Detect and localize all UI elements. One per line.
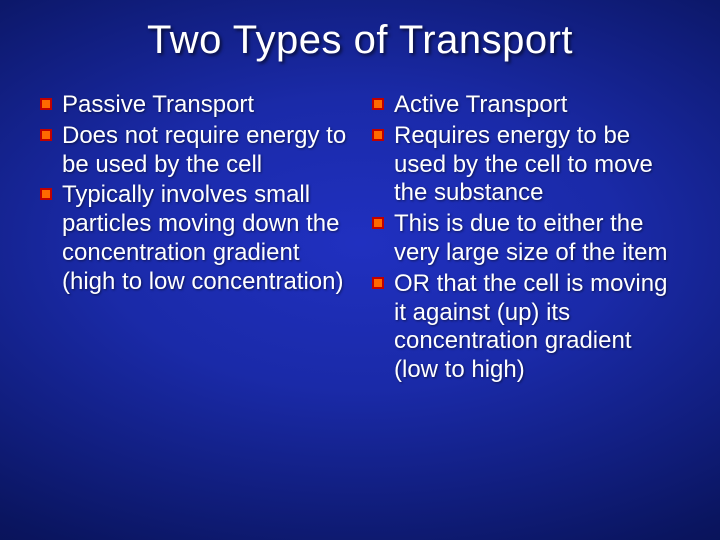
list-item-text: This is due to either the very large siz… bbox=[394, 210, 667, 266]
list-item: Typically involves small particles movin… bbox=[40, 181, 348, 296]
list-item-text: Active Transport bbox=[394, 91, 567, 118]
bullet-icon bbox=[372, 98, 384, 110]
column-right: Active Transport Requires energy to be u… bbox=[372, 91, 680, 510]
list-item-text: Typically involves small particles movin… bbox=[62, 181, 343, 294]
bullet-icon bbox=[40, 98, 52, 110]
list-item-text: Passive Transport bbox=[62, 91, 254, 118]
columns-container: Passive Transport Does not require energ… bbox=[40, 91, 680, 510]
list-item-text: OR that the cell is moving it against (u… bbox=[394, 270, 667, 383]
bullet-icon bbox=[40, 188, 52, 200]
list-item: Passive Transport bbox=[40, 91, 348, 120]
bullet-list-left: Passive Transport Does not require energ… bbox=[40, 91, 348, 297]
list-item-text: Does not require energy to be used by th… bbox=[62, 122, 346, 178]
slide-title: Two Types of Transport bbox=[40, 18, 680, 63]
list-item: OR that the cell is moving it against (u… bbox=[372, 270, 680, 385]
column-left: Passive Transport Does not require energ… bbox=[40, 91, 348, 510]
bullet-icon bbox=[372, 277, 384, 289]
bullet-list-right: Active Transport Requires energy to be u… bbox=[372, 91, 680, 385]
bullet-icon bbox=[40, 129, 52, 141]
list-item: Does not require energy to be used by th… bbox=[40, 122, 348, 180]
bullet-icon bbox=[372, 129, 384, 141]
list-item: Active Transport bbox=[372, 91, 680, 120]
slide: Two Types of Transport Passive Transport… bbox=[0, 0, 720, 540]
bullet-icon bbox=[372, 217, 384, 229]
list-item: Requires energy to be used by the cell t… bbox=[372, 122, 680, 208]
list-item-text: Requires energy to be used by the cell t… bbox=[394, 122, 653, 207]
list-item: This is due to either the very large siz… bbox=[372, 210, 680, 268]
